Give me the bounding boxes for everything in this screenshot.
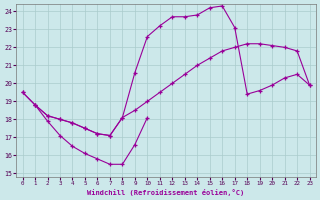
X-axis label: Windchill (Refroidissement éolien,°C): Windchill (Refroidissement éolien,°C) [87, 189, 245, 196]
